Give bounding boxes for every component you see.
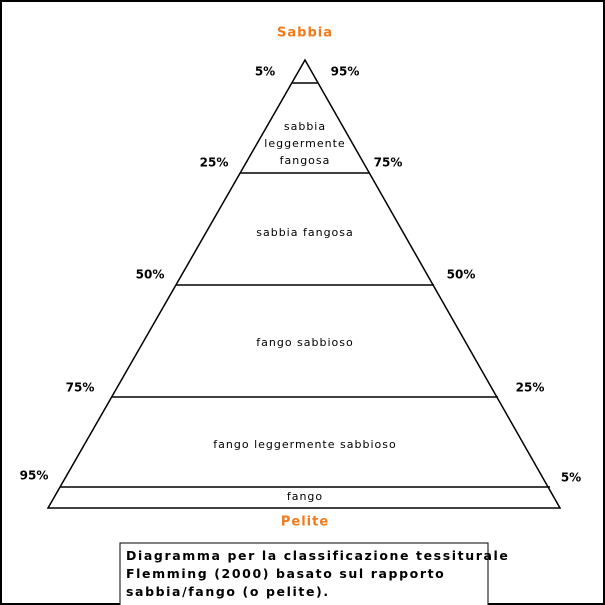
caption-line: sabbia/fango (o pelite). <box>126 584 330 599</box>
left-percent: 50% <box>136 268 165 282</box>
right-percent: 5% <box>561 471 581 485</box>
caption-line: Diagramma per la classificazione tessitu… <box>126 548 510 563</box>
zone-label: fango leggermente sabbioso <box>213 438 396 451</box>
right-percent: 75% <box>374 156 403 170</box>
left-percent: 95% <box>20 469 49 483</box>
left-percent: 25% <box>200 156 229 170</box>
zone-label: fangosa <box>280 154 331 167</box>
apex-label: Sabbia <box>277 26 333 41</box>
right-percent: 95% <box>331 65 360 79</box>
left-percent: 75% <box>66 381 95 395</box>
caption-line: Flemming (2000) basato sul rapporto <box>126 566 445 581</box>
zone-label: leggermente <box>264 137 345 150</box>
left-percent: 5% <box>255 65 275 79</box>
zone-label: sabbia fangosa <box>256 226 354 239</box>
triangle <box>46 58 562 509</box>
zone-label: sabbia <box>284 120 326 133</box>
zone-label: fango sabbioso <box>256 336 353 349</box>
caption-box <box>119 542 489 605</box>
right-percent: 25% <box>516 381 545 395</box>
base-label: Pelite <box>281 515 329 530</box>
zone-label: fango <box>287 490 323 503</box>
right-percent: 50% <box>447 268 476 282</box>
